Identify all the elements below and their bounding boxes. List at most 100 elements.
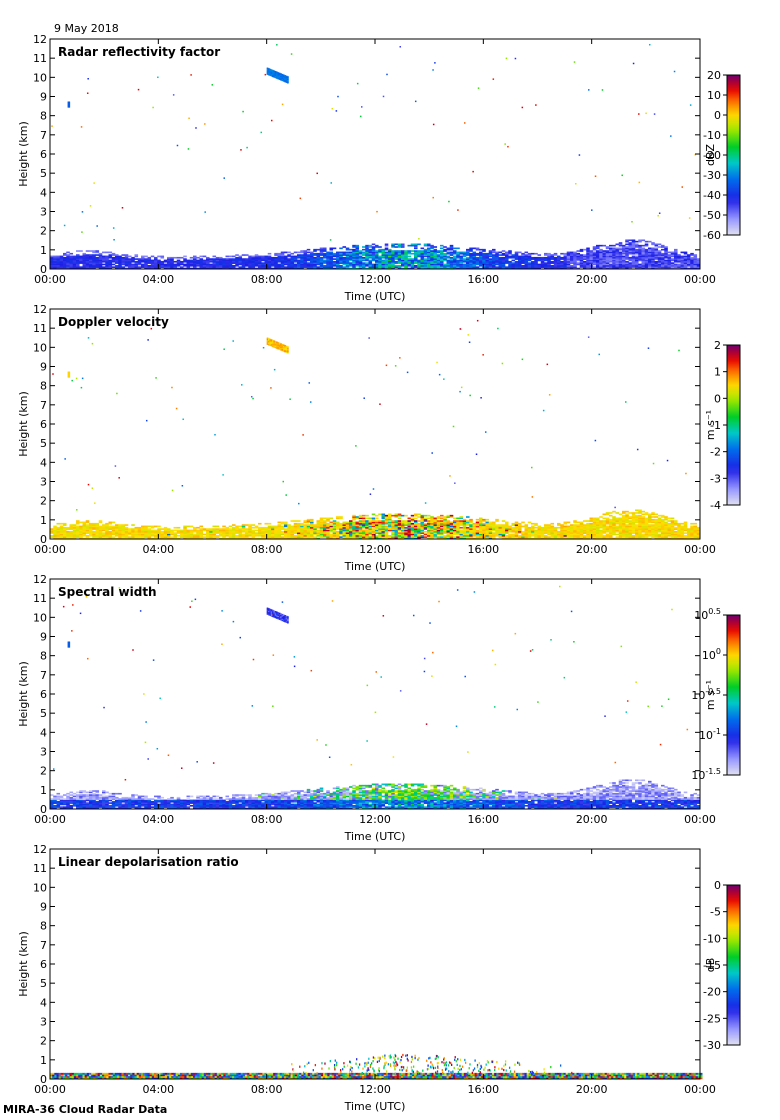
heatmap-cell xyxy=(319,248,324,251)
heatmap-cell xyxy=(391,259,395,262)
heatmap-cell xyxy=(173,266,178,268)
heatmap-cell xyxy=(449,537,454,540)
heatmap-cell xyxy=(505,537,509,540)
heatmap-cell xyxy=(134,258,139,260)
heatmap-cell xyxy=(631,513,636,516)
heatmap-cell xyxy=(277,529,282,532)
heatmap-cell xyxy=(189,263,194,266)
heatmap-cell xyxy=(319,267,324,270)
heatmap-cell xyxy=(326,530,330,533)
heatmap-cell xyxy=(121,256,126,259)
heatmap-cell xyxy=(479,264,483,267)
heatmap-cell xyxy=(553,263,558,266)
colorbar-tick-label: 0 xyxy=(714,109,721,122)
heatmap-cell xyxy=(654,533,659,536)
heatmap-cell xyxy=(612,521,616,524)
heatmap-cell xyxy=(553,534,558,537)
heatmap-cell xyxy=(475,248,480,251)
heatmap-cell xyxy=(105,524,109,526)
heatmap-cell xyxy=(557,267,561,270)
heatmap-cell xyxy=(573,521,577,524)
heatmap-cell xyxy=(258,530,262,533)
heatmap-cell xyxy=(95,251,100,254)
heatmap-cell xyxy=(456,533,460,536)
heatmap-cell xyxy=(479,258,483,260)
heatmap-cell xyxy=(264,256,269,259)
heatmap-cell xyxy=(527,255,532,258)
heatmap-cell xyxy=(459,536,464,538)
heatmap-cell xyxy=(508,250,512,252)
heatmap-cell xyxy=(602,530,607,533)
heatmap-cell xyxy=(651,532,655,534)
heatmap-cell xyxy=(420,530,425,533)
heatmap-cell xyxy=(215,530,220,533)
heatmap-cell xyxy=(329,525,334,528)
heatmap-cell xyxy=(622,252,626,255)
heatmap-cell xyxy=(683,258,688,260)
heatmap-cell xyxy=(358,514,363,517)
heatmap-cell xyxy=(290,537,295,540)
heatmap-cell xyxy=(544,266,548,268)
heatmap-cell xyxy=(108,256,113,259)
heatmap-cell xyxy=(472,532,477,534)
heatmap-cell xyxy=(609,260,613,263)
heatmap-cell xyxy=(108,532,113,534)
heatmap-cell xyxy=(563,525,568,528)
heatmap-cell xyxy=(456,251,460,254)
heatmap-cell xyxy=(505,521,509,524)
heatmap-cell xyxy=(664,247,668,250)
heatmap-cell xyxy=(371,537,376,540)
heatmap-cell xyxy=(570,536,574,538)
heatmap-cell xyxy=(267,533,272,536)
heatmap-cell xyxy=(459,262,464,264)
heatmap-cell xyxy=(505,532,509,534)
heatmap-cell xyxy=(378,260,382,263)
heatmap-cell xyxy=(589,526,594,529)
heatmap-cell xyxy=(56,522,61,525)
heatmap-cell xyxy=(282,75,285,78)
heatmap-cell xyxy=(550,537,555,540)
heatmap-cell xyxy=(115,259,119,262)
heatmap-cell xyxy=(371,255,376,258)
heatmap-cell xyxy=(479,524,483,526)
heatmap-cell xyxy=(453,525,457,528)
heatmap-cell xyxy=(436,526,441,529)
heatmap-cell xyxy=(381,521,386,524)
heatmap-cell xyxy=(635,517,639,520)
heatmap-cell xyxy=(479,520,483,522)
heatmap-cell xyxy=(615,530,620,533)
heatmap-cell xyxy=(524,256,529,259)
heatmap-cell xyxy=(492,248,496,251)
heatmap-cell xyxy=(355,529,360,532)
heatmap-cell xyxy=(563,267,568,270)
heatmap-cell xyxy=(349,259,353,262)
heatmap-cell xyxy=(596,521,600,524)
heatmap-cell xyxy=(362,258,366,260)
colorbar-tick-label: 10 xyxy=(707,89,721,102)
heatmap-cell xyxy=(661,536,665,538)
heatmap-cell xyxy=(687,267,691,270)
heatmap-cell xyxy=(180,260,184,263)
heatmap-cell xyxy=(358,533,363,536)
heatmap-cell xyxy=(599,254,603,256)
heatmap-cell xyxy=(524,534,529,537)
heatmap-cell xyxy=(82,267,87,270)
heatmap-cell xyxy=(498,264,503,267)
heatmap-cell xyxy=(664,522,668,525)
heatmap-cell xyxy=(381,520,386,522)
heatmap-cell xyxy=(553,532,558,534)
heatmap-cell xyxy=(355,247,360,250)
heatmap-cell xyxy=(469,537,473,540)
heatmap-cell xyxy=(631,512,636,514)
heatmap-cell xyxy=(566,533,571,536)
heatmap-cell xyxy=(111,256,116,259)
heatmap-cell xyxy=(648,528,652,530)
heatmap-cell xyxy=(674,264,678,267)
heatmap-cell xyxy=(566,263,571,266)
heatmap-cell xyxy=(521,254,525,256)
heatmap-cell xyxy=(173,526,178,529)
heatmap-cell xyxy=(102,528,106,530)
heatmap-cell xyxy=(488,530,493,533)
heatmap-cell xyxy=(615,512,620,514)
heatmap-cell xyxy=(469,525,473,528)
